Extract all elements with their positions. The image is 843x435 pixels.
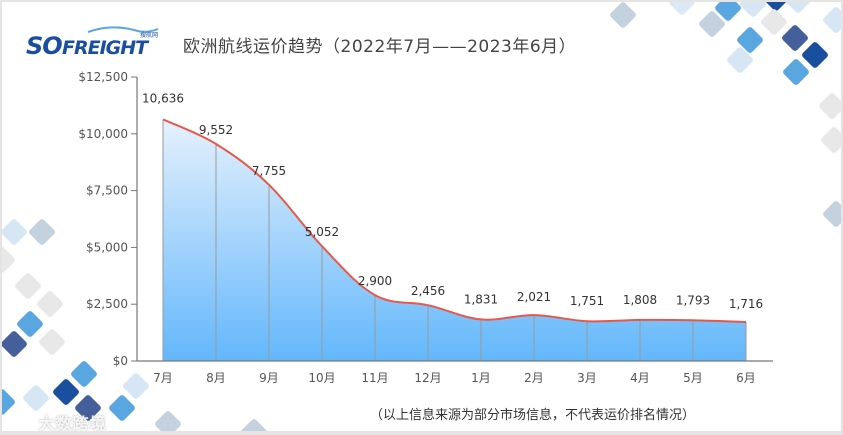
data-value-label: 1,793 [676,293,710,307]
data-value-label: 5,052 [305,225,339,239]
data-value-label: 2,021 [517,290,551,304]
data-value-label: 1,831 [464,292,498,306]
data-value-label: 2,900 [358,274,392,288]
data-value-label: 9,552 [199,123,233,137]
x-tick-label: 3月 [577,371,597,385]
y-tick-label: $2,500 [86,297,128,311]
watermark: 大数跨境 [10,410,107,431]
data-value-label: 1,751 [570,294,604,308]
y-tick-label: $5,000 [86,240,128,254]
x-axis-ticks: 7月 8月 9月 10月 11月 12月 1月 2月 3月 4月 5月 6月 [153,371,756,385]
svg-text:SO: SO [26,32,62,58]
x-tick-label: 4月 [630,371,650,385]
series-line [162,118,747,324]
x-tick-label: 11月 [361,371,388,385]
x-tick-label: 6月 [736,371,756,385]
drop-lines [162,119,747,361]
svg-text:搜航网: 搜航网 [140,31,158,39]
x-tick-label: 2月 [524,371,544,385]
y-tick-label: $0 [113,354,128,368]
watermark-text: 大数跨境 [38,414,107,431]
y-tick-label: $12,500 [78,70,128,84]
data-value-label: 7,755 [252,164,286,178]
svg-text:FREIGHT: FREIGHT [62,37,150,58]
x-tick-label: 12月 [414,371,441,385]
x-tick-label: 9月 [259,371,279,385]
y-axis-ticks: $0 $2,500 $5,000 $7,500 $10,000 $12,500 [78,70,137,368]
data-value-label: 10,636 [142,91,184,105]
sofreight-logo: SO FREIGHT 搜航网 [26,26,159,58]
area-fill [163,119,746,361]
watermark-logo-icon [12,417,32,431]
data-value-label: 1,716 [729,297,763,311]
y-tick-label: $7,500 [86,184,128,198]
x-tick-label: 7月 [153,371,173,385]
x-tick-label: 10月 [308,371,335,385]
data-labels: 10,636 9,552 7,755 5,052 2,900 2,456 1,831 2,02… [142,91,763,311]
x-tick-label: 8月 [206,371,226,385]
source-note: （以上信息来源为部分市场信息，不代表运价排名情况） [370,408,696,423]
y-tick-label: $10,000 [78,127,128,141]
data-value-label: 1,808 [623,293,657,307]
chart-title: 欧洲航线运价趋势（2022年7月——2023年6月） [183,37,577,57]
data-value-label: 2,456 [411,284,445,298]
x-tick-label: 1月 [471,371,491,385]
x-tick-label: 5月 [683,371,703,385]
